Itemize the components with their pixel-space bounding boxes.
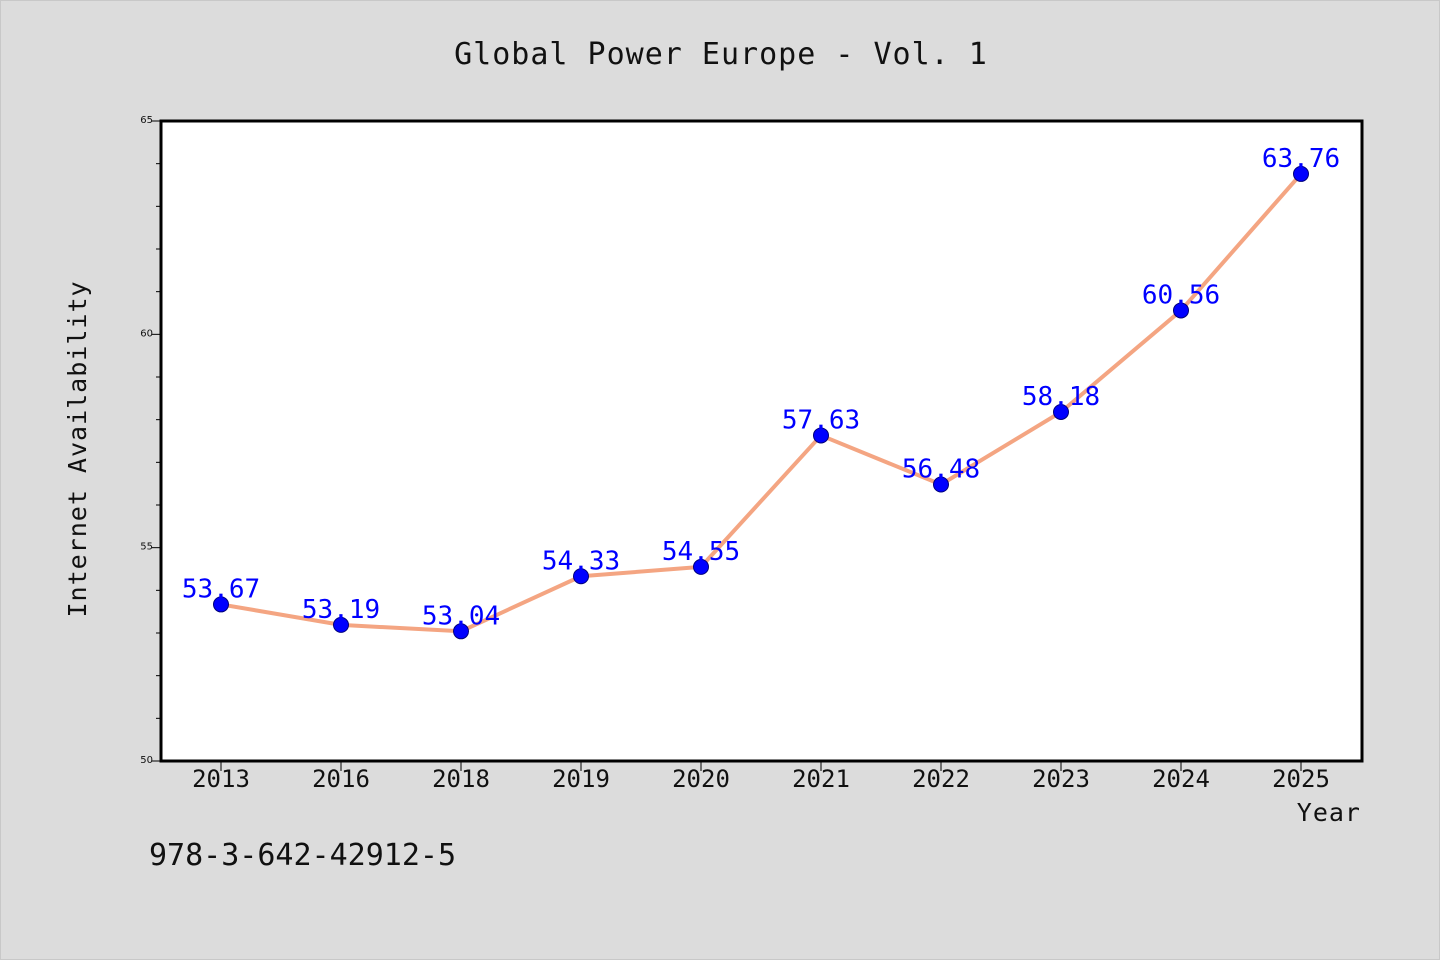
- y-tick-label: 60: [140, 328, 153, 339]
- x-tick-label: 2024: [1152, 765, 1210, 793]
- data-label: 54.33: [542, 546, 620, 576]
- data-point: [213, 596, 229, 613]
- data-label: 54.55: [662, 537, 740, 567]
- data-label: 60.56: [1142, 280, 1220, 310]
- data-point: [693, 558, 709, 575]
- data-point: [453, 623, 469, 640]
- x-tick-label: 2021: [792, 765, 850, 793]
- x-axis: 2013 2016 2018 2019 2020 2021 2022 2023 2024 2025: [192, 761, 1330, 793]
- series-line: [219, 171, 1303, 634]
- data-label: 63.76: [1262, 144, 1340, 174]
- x-axis-label: Year: [1297, 798, 1361, 827]
- data-label: 53.19: [302, 595, 380, 625]
- data-labels: 53.67 53.19 53.04 54.33 54.55 57.63 56.48 58.18…: [182, 144, 1340, 631]
- y-tick-label: 55: [140, 542, 153, 553]
- x-tick-label: 2016: [312, 765, 370, 793]
- data-point: [1053, 403, 1069, 420]
- y-tick-label: 50: [140, 755, 153, 766]
- data-point: [1173, 302, 1189, 319]
- y-axis-minor-ticks: [156, 163, 161, 719]
- plot-area: [159, 119, 1364, 763]
- x-tick-label: 2020: [672, 765, 730, 793]
- x-tick-label: 2022: [912, 765, 970, 793]
- data-point: [573, 568, 589, 585]
- data-label: 53.04: [422, 601, 500, 631]
- data-point: [813, 427, 829, 444]
- data-point: [333, 616, 349, 633]
- y-axis: 50 55 60 65: [140, 115, 161, 766]
- data-point: [933, 476, 949, 493]
- data-label: 53.67: [182, 574, 260, 604]
- series-markers: [213, 165, 1309, 640]
- x-tick-label: 2025: [1272, 765, 1330, 793]
- data-label: 56.48: [902, 455, 980, 485]
- x-tick-label: 2013: [192, 765, 250, 793]
- x-tick-label: 2023: [1032, 765, 1090, 793]
- chart-title: Global Power Europe - Vol. 1: [454, 37, 988, 72]
- data-label: 57.63: [782, 405, 860, 435]
- x-tick-label: 2018: [432, 765, 490, 793]
- data-label: 58.18: [1022, 382, 1100, 412]
- isbn-text: 978-3-642-42912-5: [149, 838, 456, 873]
- y-axis-label: Internet Availability: [63, 280, 92, 617]
- data-point: [1293, 165, 1309, 182]
- y-tick-label: 65: [140, 115, 153, 126]
- x-tick-label: 2019: [552, 765, 610, 793]
